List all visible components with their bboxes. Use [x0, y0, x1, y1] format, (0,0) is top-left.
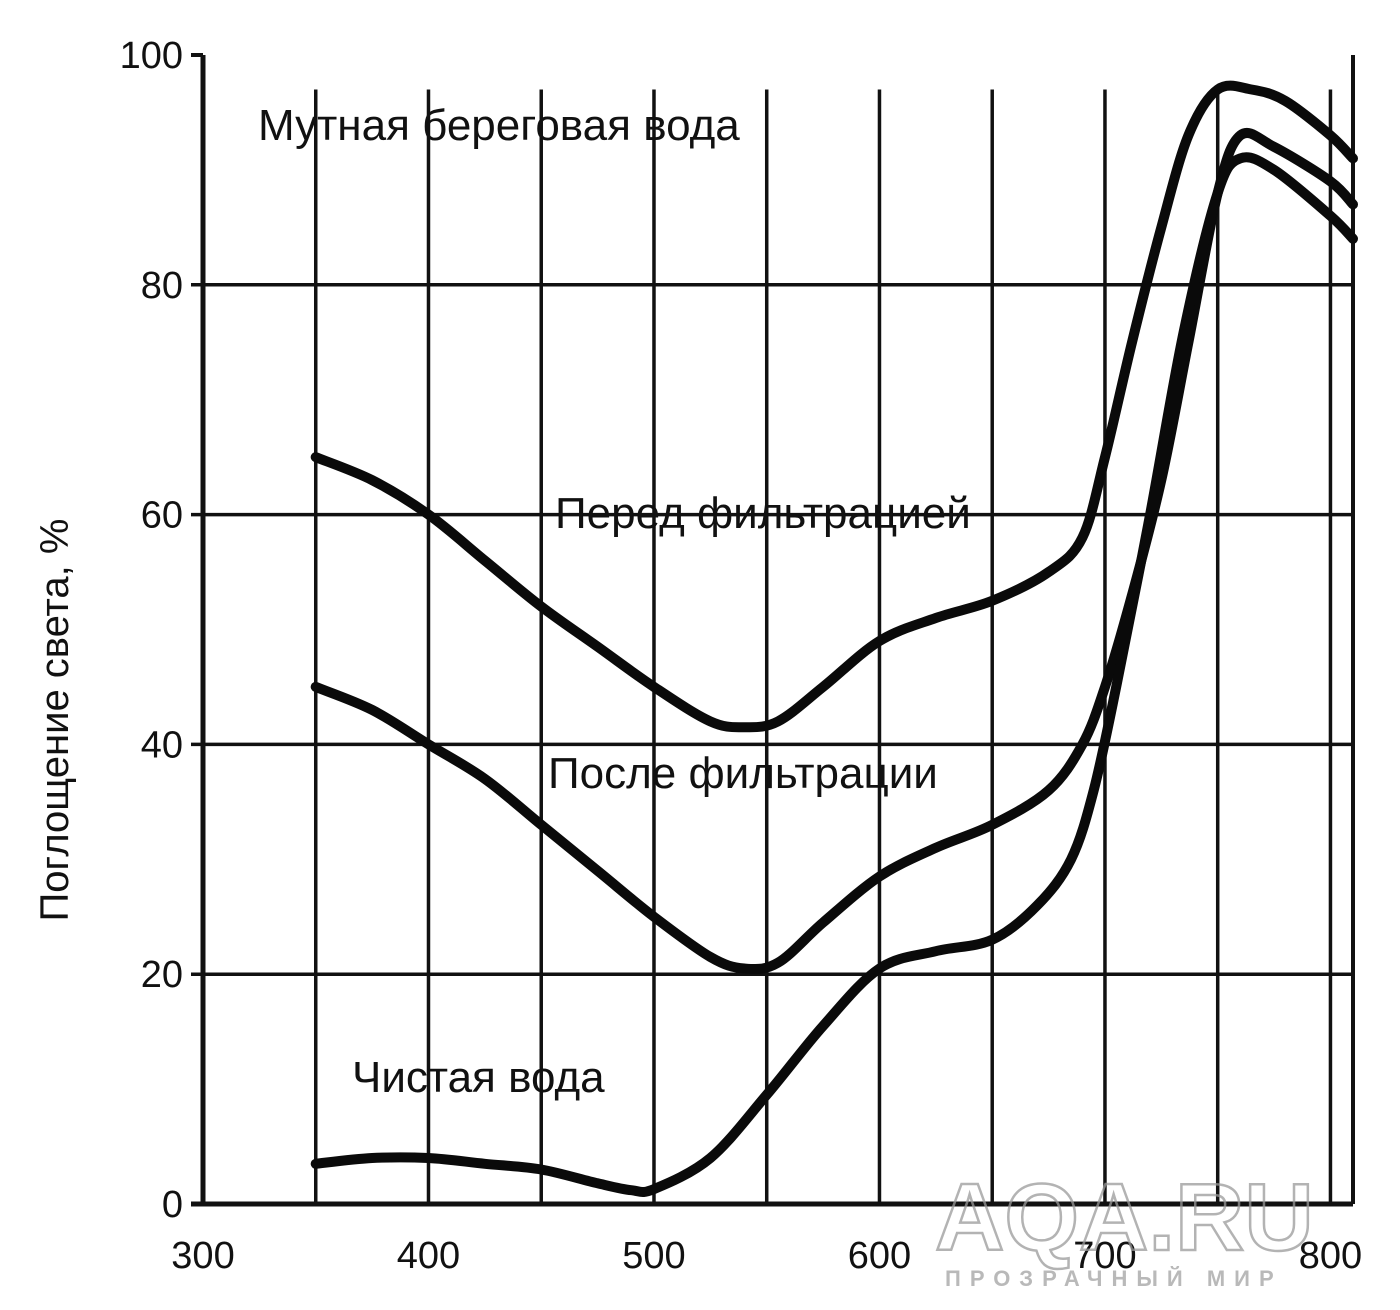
annotation-before: Перед фильтрацией [555, 489, 971, 538]
y-tick-label: 20 [141, 954, 183, 996]
y-tick-label: 80 [141, 265, 183, 307]
series-line-1 [310, 80, 1358, 733]
annotation-turbid: Мутная береговая вода [258, 101, 740, 150]
y-tick-label: 0 [162, 1184, 183, 1226]
x-tick-label: 300 [171, 1235, 234, 1277]
tick-labels: 0 20 40 60 80 100 300 400 500 600 700 800 [120, 35, 1363, 1277]
y-tick-label: 40 [141, 724, 183, 766]
y-tick-label: 100 [120, 35, 183, 77]
grid-lines [191, 89, 1353, 1204]
watermark-tagline: ПРОЗРАЧНЫЙ МИР [945, 1266, 1283, 1291]
annotation-after: После фильтрации [548, 749, 938, 798]
series-line-3 [310, 152, 1358, 1198]
x-tick-label: 500 [622, 1235, 685, 1277]
y-tick-label: 60 [141, 495, 183, 537]
annotation-clean: Чистая вода [352, 1053, 605, 1102]
watermark-logo: AQA.RU [935, 1164, 1314, 1271]
axes [191, 53, 1355, 1207]
y-axis-label: Поглощение света, % [33, 519, 77, 922]
x-tick-label: 400 [397, 1235, 460, 1277]
x-tick-label: 600 [848, 1235, 911, 1277]
x-tick-label: 700 [1073, 1235, 1136, 1277]
data-series [310, 80, 1358, 1198]
x-tick-label: 800 [1299, 1235, 1362, 1277]
